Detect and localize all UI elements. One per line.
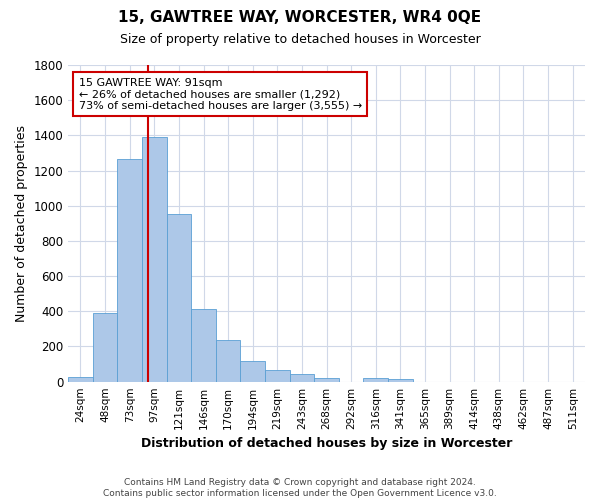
Bar xyxy=(364,378,388,382)
Bar xyxy=(265,370,290,382)
Bar xyxy=(216,340,241,382)
Text: 15, GAWTREE WAY, WORCESTER, WR4 0QE: 15, GAWTREE WAY, WORCESTER, WR4 0QE xyxy=(118,10,482,25)
Bar xyxy=(290,374,314,382)
Bar xyxy=(93,313,118,382)
Bar xyxy=(118,159,142,382)
Bar xyxy=(388,379,413,382)
Bar xyxy=(314,378,339,382)
Y-axis label: Number of detached properties: Number of detached properties xyxy=(15,125,28,322)
Bar xyxy=(167,214,191,382)
Text: Contains HM Land Registry data © Crown copyright and database right 2024.
Contai: Contains HM Land Registry data © Crown c… xyxy=(103,478,497,498)
Bar xyxy=(142,137,167,382)
Bar xyxy=(68,378,93,382)
Text: Size of property relative to detached houses in Worcester: Size of property relative to detached ho… xyxy=(119,32,481,46)
Text: 15 GAWTREE WAY: 91sqm
← 26% of detached houses are smaller (1,292)
73% of semi-d: 15 GAWTREE WAY: 91sqm ← 26% of detached … xyxy=(79,78,362,111)
X-axis label: Distribution of detached houses by size in Worcester: Distribution of detached houses by size … xyxy=(141,437,512,450)
Bar xyxy=(241,362,265,382)
Bar xyxy=(191,308,216,382)
